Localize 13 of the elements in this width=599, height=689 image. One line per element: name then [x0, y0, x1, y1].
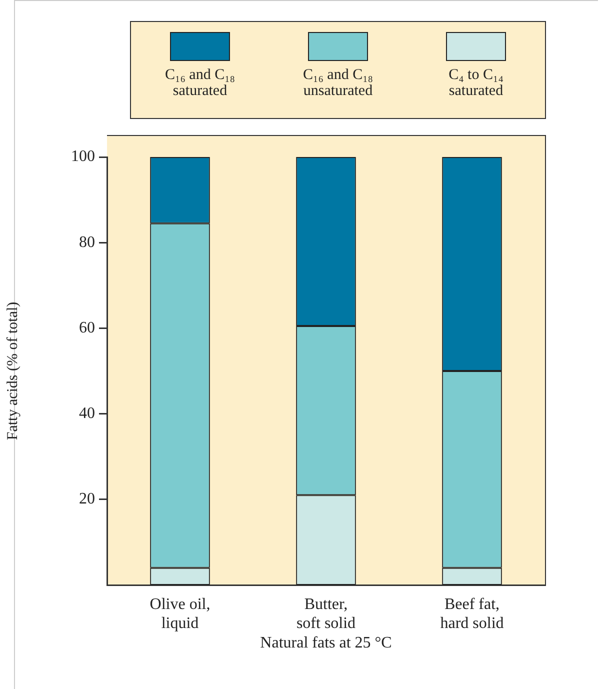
y-tick-label: 20: [79, 490, 95, 508]
y-tick-label: 80: [79, 234, 95, 251]
y-axis-title: Fatty acids (% of total): [4, 302, 21, 440]
x-tick-label: Butter, soft solid: [296, 596, 356, 632]
y-tick-label: 60: [79, 319, 95, 336]
legend-label: C₄ to C₁₄ saturated: [448, 67, 504, 99]
x-tick-label: Olive oil, liquid: [150, 596, 210, 632]
y-tick-label: 100: [71, 148, 95, 166]
legend-label: C₁₆ and C₁₈ unsaturated: [302, 67, 374, 99]
legend-label: C₁₆ and C₁₈ saturated: [164, 67, 236, 99]
x-tick-label: Beef fat, hard solid: [440, 596, 504, 632]
x-axis-title: Natural fats at 25 °C: [260, 634, 392, 652]
y-tick-label: 40: [79, 405, 95, 422]
